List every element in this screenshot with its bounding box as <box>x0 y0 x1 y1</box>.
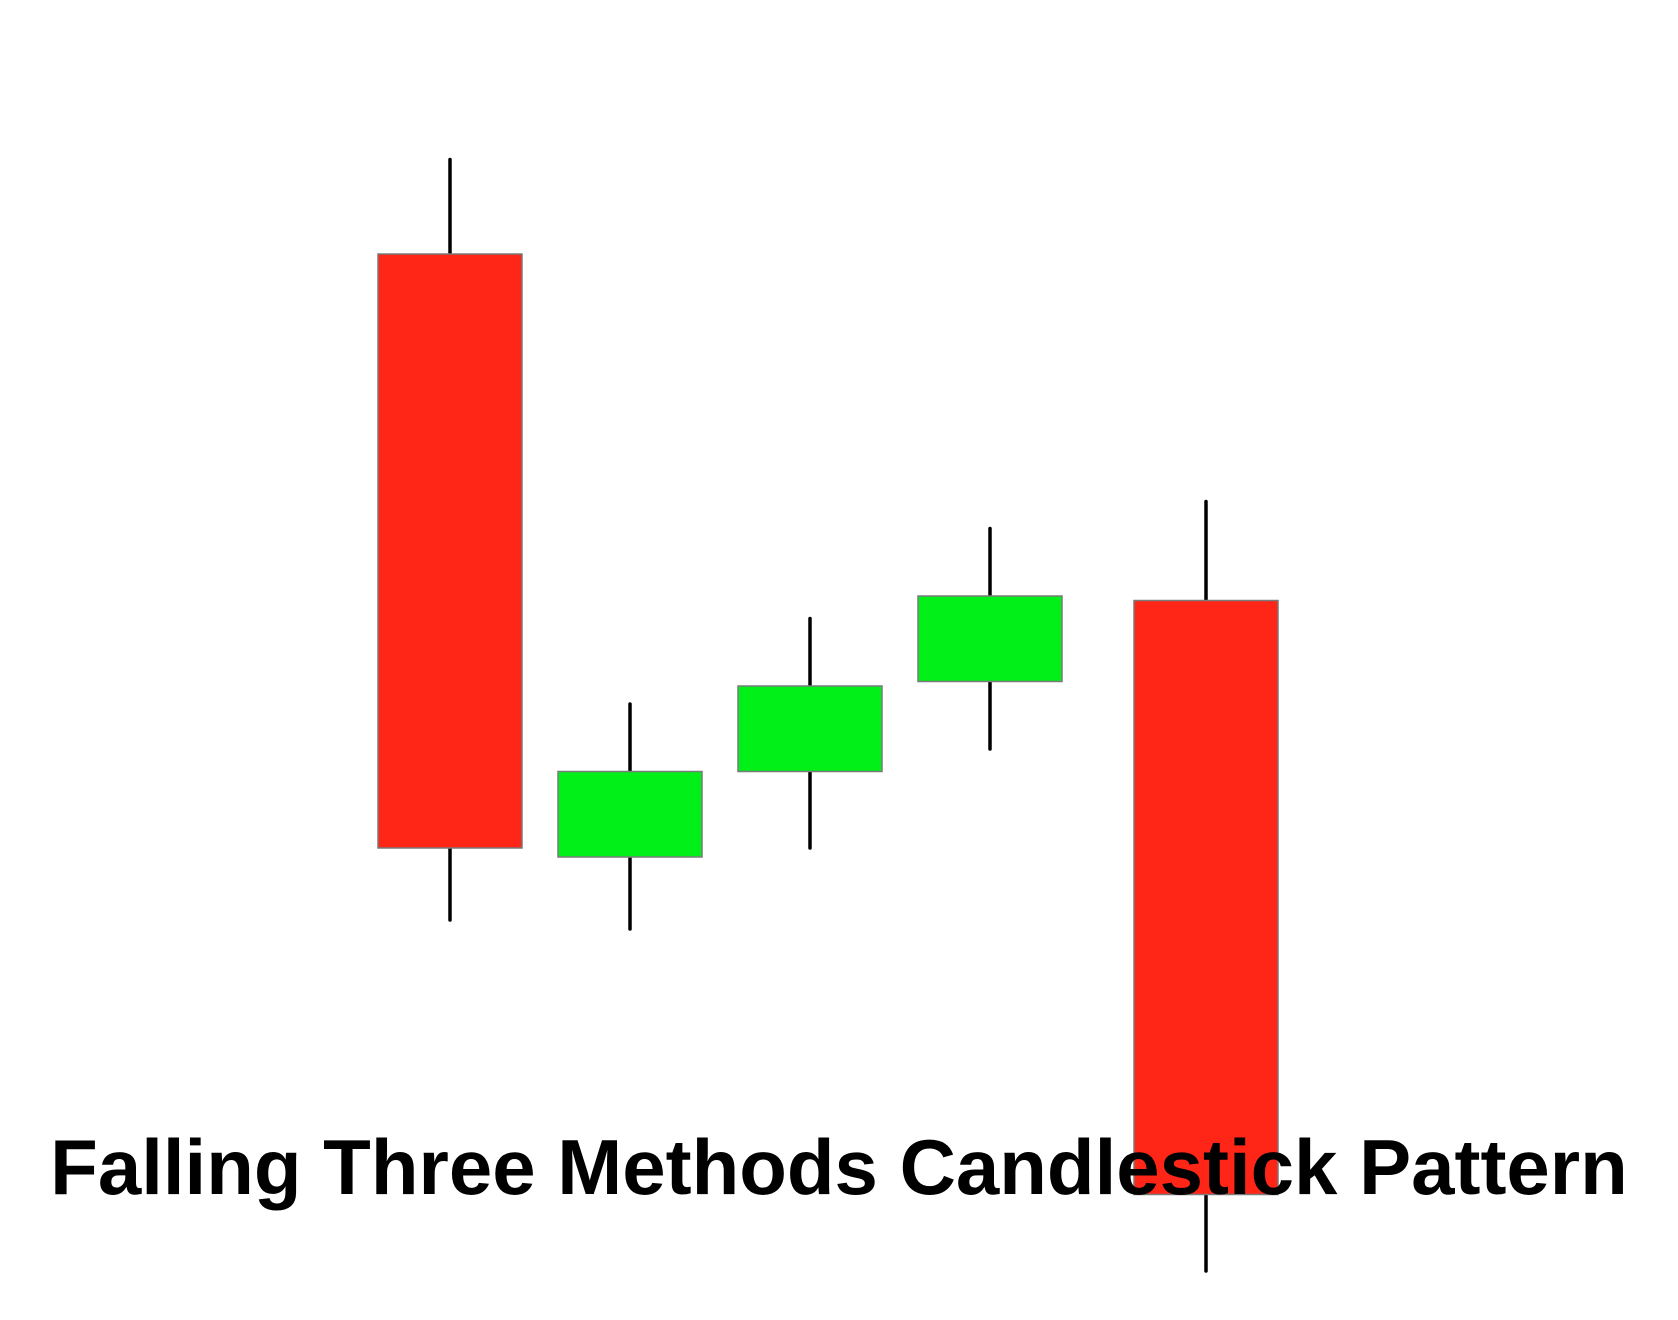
candle-5-body <box>1133 599 1279 1196</box>
candle-4-body <box>917 595 1063 683</box>
candle-3-bullish <box>737 616 883 850</box>
candle-5-bearish <box>1133 499 1279 1273</box>
candle-3-body <box>737 685 883 773</box>
candle-1-body <box>377 253 523 849</box>
candle-1-bearish <box>377 157 523 922</box>
candle-4-bullish <box>917 526 1063 751</box>
candle-2-bullish <box>557 702 703 931</box>
chart-title: Falling Three Methods Candlestick Patter… <box>50 1123 1628 1211</box>
candle-2-body <box>557 770 703 858</box>
